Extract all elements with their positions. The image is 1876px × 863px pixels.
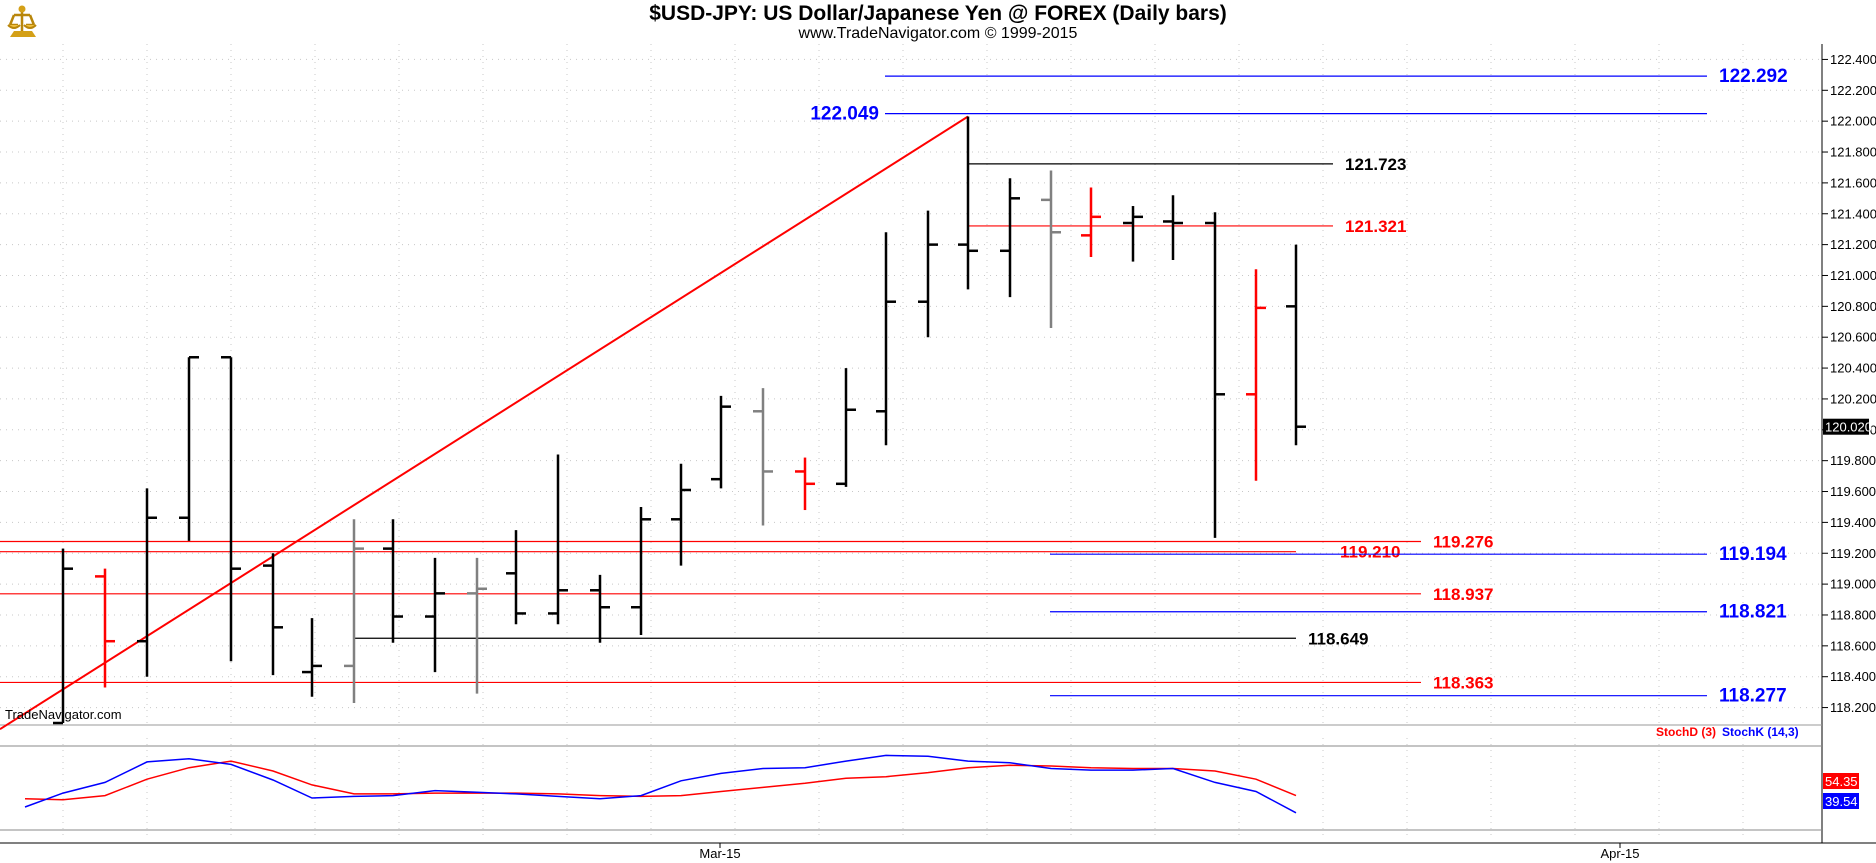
price-level-label: 119.194 [1719, 544, 1787, 565]
y-tick-label: 122.000 [1830, 114, 1876, 129]
ohlc-bars: TradeNavigator.com [5, 116, 1306, 725]
ohlc-bar [137, 488, 157, 677]
y-tick-label: 121.200 [1830, 237, 1876, 252]
y-tick-label: 119.000 [1830, 577, 1876, 592]
price-level-label: 118.649 [1308, 629, 1369, 648]
price-level-label: 119.276 [1433, 533, 1494, 552]
y-tick-label: 122.400 [1830, 52, 1876, 67]
ohlc-bar [263, 553, 283, 676]
stochK-legend: StochK (14,3) [1722, 725, 1799, 739]
trend-line-segment [0, 115, 969, 731]
y-tick-label: 119.200 [1830, 546, 1876, 561]
trade-navigator-logo-icon [7, 5, 37, 37]
ohlc-bar [548, 454, 568, 625]
watermark-text: TradeNavigator.com [5, 707, 122, 722]
chart-header: $USD-JPY: US Dollar/Japanese Yen @ FOREX… [0, 0, 1876, 44]
stochK-line [24, 754, 1297, 814]
ohlc-bar [467, 557, 487, 694]
y-tick-label: 118.800 [1830, 607, 1876, 622]
price-level-label: 118.277 [1719, 686, 1787, 707]
ohlc-bar [425, 557, 445, 673]
ohlc-bar [1205, 212, 1225, 538]
chart-frame [0, 44, 1876, 844]
stochD-last-box [1823, 773, 1859, 789]
ohlc-bar [1000, 178, 1020, 298]
ohlc-bar [876, 232, 896, 446]
price-level-label: 118.363 [1433, 673, 1494, 692]
stochastic-panel: StochD (3) StochK (14,3) 54.35 39.54 [24, 725, 1859, 814]
x-tick-label: Apr-15 [1600, 846, 1639, 861]
price-level-label: 121.321 [1345, 217, 1406, 236]
y-tick-label: 120.600 [1830, 330, 1876, 345]
price-level-label: 121.723 [1345, 155, 1406, 174]
ohlc-bar [958, 116, 978, 290]
y-tick-label: 121.000 [1830, 268, 1876, 283]
ohlc-bar [590, 574, 610, 643]
price-level-label: 118.821 [1719, 602, 1787, 623]
stochD-line [24, 760, 1297, 801]
y-tick-label: 119.800 [1830, 453, 1876, 468]
stochD-last-value: 54.35 [1825, 774, 1858, 789]
last-price-box [1823, 418, 1869, 435]
trend-line [0, 115, 969, 731]
ohlc-bar [302, 618, 322, 697]
chart-title: $USD-JPY: US Dollar/Japanese Yen @ FOREX… [649, 2, 1227, 25]
y-tick-label: 119.600 [1830, 484, 1876, 499]
ohlc-bar [753, 388, 773, 526]
y-tick-label: 118.200 [1830, 700, 1876, 715]
ohlc-bar [1246, 269, 1266, 481]
ohlc-bar [795, 457, 815, 511]
price-level-label: 122.292 [1719, 66, 1788, 87]
grid-layer [0, 44, 1822, 840]
y-tick-label: 121.400 [1830, 206, 1876, 221]
ohlc-bar [221, 356, 241, 662]
price-level-label: 119.210 [1340, 543, 1401, 562]
price-levels: 122.292 122.049 121.723 121.321 119.276 119.2… [0, 66, 1788, 707]
ohlc-bar [631, 506, 651, 636]
y-tick-label: 118.400 [1830, 669, 1876, 684]
ohlc-bar [383, 519, 403, 643]
last-price-label: 120.020 [1825, 420, 1872, 435]
y-tick-label: 119.400 [1830, 515, 1876, 530]
ohlc-bar [179, 356, 199, 541]
y-tick-label: 120.200 [1830, 391, 1876, 406]
y-tick-label: 121.800 [1830, 145, 1876, 160]
y-tick-label: 120.400 [1830, 361, 1876, 376]
ohlc-bar [1041, 170, 1061, 328]
price-level-label: 122.049 [810, 104, 879, 125]
stochD-legend: StochD (3) [1656, 725, 1716, 739]
ohlc-bar [1286, 244, 1306, 446]
ohlc-bar [671, 463, 691, 566]
ohlc-bar [1081, 187, 1101, 257]
y-tick-label: 121.600 [1830, 175, 1876, 190]
stochK-last-box [1823, 793, 1859, 809]
stochK-last-value: 39.54 [1825, 794, 1858, 809]
ohlc-bar [1123, 206, 1143, 262]
ohlc-bar [836, 368, 856, 487]
price-level-label: 118.937 [1433, 585, 1494, 604]
ohlc-bar [95, 568, 115, 688]
ohlc-bar [918, 210, 938, 338]
x-tick-label: Mar-15 [699, 846, 740, 861]
ohlc-bar [711, 395, 731, 489]
price-axis[interactable]: 118.200 118.400 118.600 118.800 119.000 119.2… [1822, 52, 1876, 715]
y-tick-label: 118.600 [1830, 638, 1876, 653]
ohlc-bar [1163, 195, 1183, 261]
y-tick-label: 120.800 [1830, 299, 1876, 314]
chart-subtitle: www.TradeNavigator.com © 1999-2015 [798, 25, 1078, 42]
ohlc-bar [53, 548, 73, 725]
date-axis[interactable]: Mar-15 Apr-15 [699, 843, 1640, 861]
ohlc-bar [344, 519, 364, 703]
y-tick-label: 122.200 [1830, 83, 1876, 98]
ohlc-bar [506, 530, 526, 625]
